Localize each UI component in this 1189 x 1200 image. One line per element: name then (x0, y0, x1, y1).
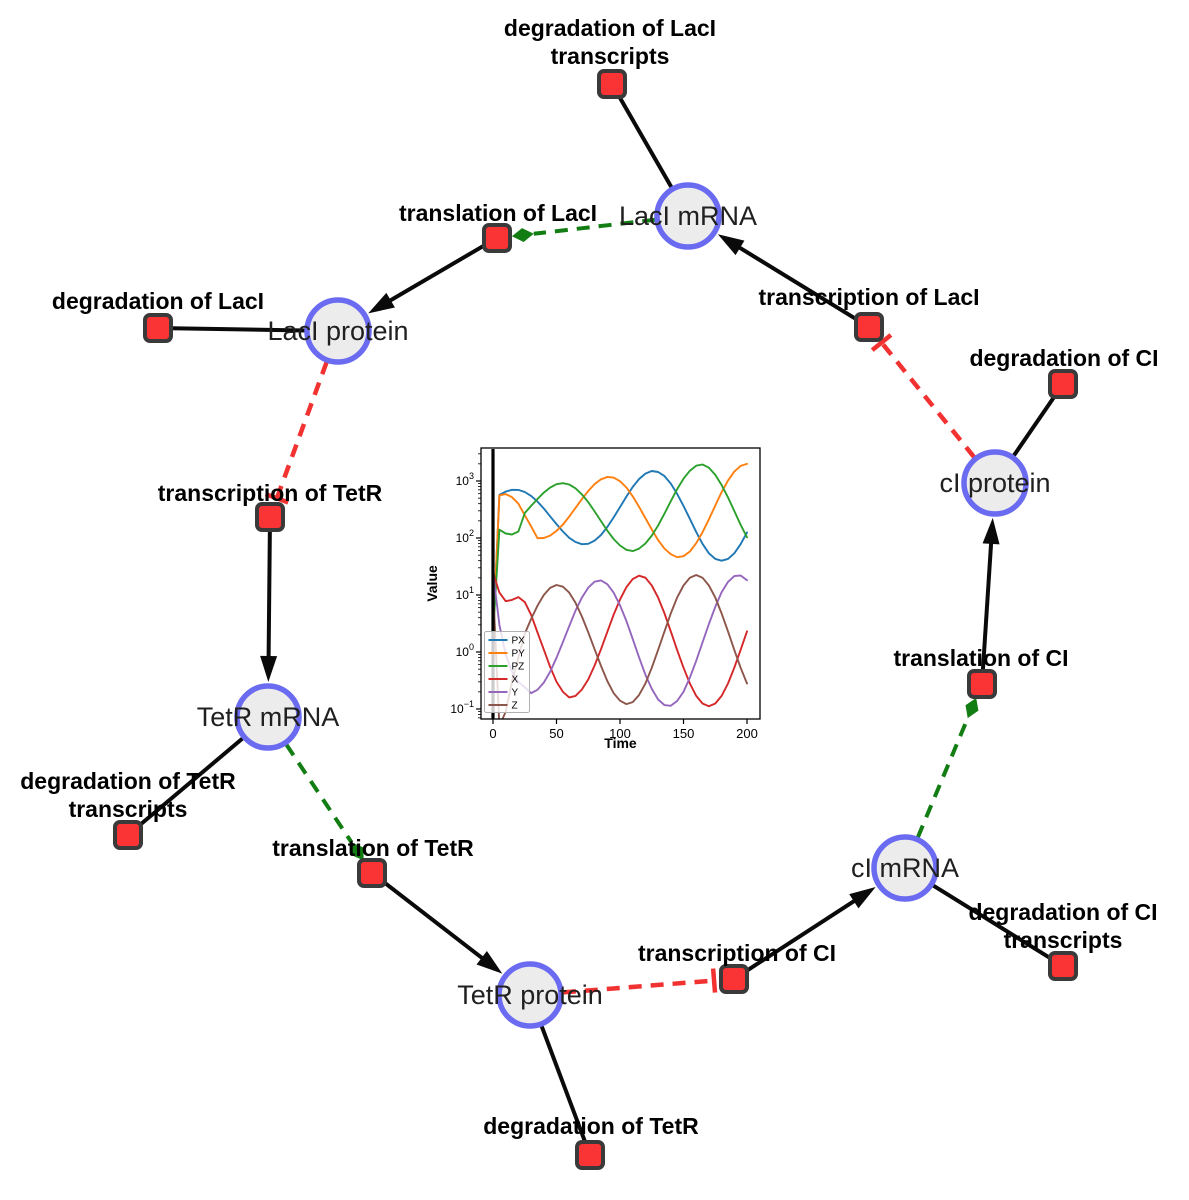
series-PX (492, 470, 748, 636)
reaction-label-degradation-of-tetr-transcripts: transcripts (69, 796, 188, 822)
labels-layer: LacI mRNA LacI protein TetR mRNA TetR prote… (20, 15, 1158, 1139)
species-label-ci-mrna: cI mRNA (851, 853, 959, 883)
species-label-laci-protein: LacI protein (267, 316, 408, 346)
species-label-tetr-mrna: TetR mRNA (197, 702, 340, 732)
reaction-node-degradation-of-tetr[interactable] (575, 1140, 605, 1170)
nodes-layer (113, 69, 1078, 1170)
edge-transcription-of-laci-to-laci-mrna-arrowhead (717, 234, 745, 256)
reaction-node-transcription-of-ci[interactable] (719, 964, 749, 994)
species-node-laci-protein[interactable] (304, 297, 372, 365)
y-tick-label: 103 (456, 471, 474, 488)
y-tick-label: 101 (456, 585, 474, 602)
reaction-label-degradation-of-ci-transcripts: transcripts (1004, 927, 1123, 953)
edge-transcription-of-ci-to-ci-mrna-arrowhead (849, 887, 876, 909)
reaction-label-degradation-of-laci: degradation of LacI (52, 288, 264, 314)
legend-label-Z: Z (512, 701, 518, 712)
reaction-label-degradation-of-ci-transcripts: degradation of CI (968, 899, 1157, 925)
edge-transcription-of-ci-to-ci-mrna (743, 897, 859, 974)
reaction-label-degradation-of-tetr-transcripts: degradation of TetR (20, 768, 236, 794)
reaction-label-transcription-of-ci: transcription of CI (638, 940, 836, 966)
chart-border (480, 447, 761, 720)
reaction-label-translation-of-ci: translation of CI (893, 645, 1068, 671)
edges-layer (136, 94, 1058, 1144)
species-node-tetr-mrna[interactable] (234, 683, 302, 751)
edge-ci-protein-to-transcription-of-laci-tbar (870, 333, 893, 352)
edge-tetr-mrna-to-degradation-of-tetr-transcripts (136, 736, 245, 829)
x-tick-label: 100 (609, 726, 631, 741)
legend-label-PY: PY (512, 649, 526, 660)
edge-translation-of-laci-to-laci-protein (386, 242, 487, 304)
reaction-node-transcription-of-laci[interactable] (854, 312, 884, 342)
edge-tetr-protein-to-transcription-of-ci-tbar (710, 968, 718, 993)
edge-tetr-mrna-to-translation-of-tetr-diamond (351, 842, 364, 861)
edge-translation-of-ci-to-ci-protein-arrowhead (982, 517, 1000, 545)
series-Z (492, 574, 748, 719)
inset-timeseries-chart: 0 50 100 150 200 10−1 100 101 102 103 Time Value PX P… (424, 447, 761, 751)
edge-laci-protein-to-transcription-of-tetr (275, 361, 329, 498)
edge-translation-of-tetr-to-tetr-protein (381, 879, 487, 962)
species-node-ci-protein[interactable] (961, 449, 1029, 517)
reaction-node-transcription-of-tetr[interactable] (255, 502, 285, 532)
edge-translation-of-laci-to-laci-protein-arrowhead (368, 292, 395, 314)
series-X (492, 571, 748, 708)
edge-ci-mrna-to-translation-of-ci-diamond (965, 697, 979, 719)
edge-laci-protein-to-degradation-of-laci (170, 326, 306, 333)
edge-tetr-protein-to-transcription-of-ci (562, 978, 713, 995)
reaction-node-degradation-of-ci[interactable] (1048, 369, 1078, 399)
edge-laci-mrna-to-degradation-of-laci-transcripts (616, 94, 674, 189)
reaction-label-translation-of-laci: translation of LacI (399, 200, 597, 226)
edge-tetr-protein-to-degradation-of-tetr (539, 1025, 588, 1144)
species-node-ci-mrna[interactable] (871, 834, 939, 902)
reaction-node-degradation-of-laci-transcripts[interactable] (597, 69, 627, 99)
edge-transcription-of-tetr-to-tetr-mrna (266, 529, 272, 661)
reaction-label-degradation-of-tetr: degradation of TetR (483, 1113, 699, 1139)
edge-laci-protein-to-transcription-of-tetr-tbar (264, 491, 289, 505)
edge-ci-mrna-to-translation-of-ci (915, 717, 970, 839)
reaction-label-degradation-of-laci-transcripts: transcripts (551, 43, 670, 69)
x-tick-label: 0 (489, 726, 496, 741)
edge-transcription-of-tetr-to-tetr-mrna-arrowhead (260, 655, 278, 683)
series-Y (492, 571, 748, 707)
legend-label-Y: Y (512, 688, 519, 699)
edge-ci-protein-to-degradation-of-ci (1012, 393, 1058, 457)
reaction-label-transcription-of-tetr: transcription of TetR (158, 480, 383, 506)
reaction-node-translation-of-ci[interactable] (967, 669, 997, 699)
series-PY (492, 462, 748, 636)
edge-ci-mrna-to-degradation-of-ci-transcripts (931, 883, 1054, 961)
species-label-laci-mrna: LacI mRNA (619, 201, 757, 231)
edge-translation-of-ci-to-ci-protein (980, 539, 994, 672)
species-label-ci-protein: cI protein (939, 468, 1050, 498)
reaction-node-translation-of-tetr[interactable] (357, 858, 387, 888)
x-tick-label: 50 (549, 726, 563, 741)
x-tick-label: 150 (673, 726, 695, 741)
species-label-tetr-protein: TetR protein (457, 980, 603, 1010)
reaction-label-degradation-of-laci-transcripts: degradation of LacI (504, 15, 716, 41)
reaction-node-translation-of-laci[interactable] (482, 223, 512, 253)
y-tick-label: 102 (456, 528, 474, 545)
y-axis-label: Value (424, 565, 440, 602)
reaction-label-transcription-of-laci: transcription of LacI (758, 284, 979, 310)
edge-tetr-mrna-to-translation-of-tetr (284, 743, 354, 844)
reaction-label-degradation-of-ci: degradation of CI (969, 345, 1158, 371)
x-tick-label: 200 (736, 726, 758, 741)
legend-label-X: X (512, 675, 519, 686)
reaction-node-degradation-of-ci-transcripts[interactable] (1048, 951, 1078, 981)
y-tick-label: 100 (456, 642, 474, 659)
reaction-node-degradation-of-tetr-transcripts[interactable] (113, 820, 143, 850)
reaction-label-translation-of-tetr: translation of TetR (272, 835, 474, 861)
x-axis-label: Time (604, 735, 637, 751)
edge-ci-protein-to-transcription-of-laci (881, 342, 977, 459)
legend-label-PX: PX (512, 636, 526, 647)
edge-translation-of-tetr-to-tetr-protein-arrowhead (476, 950, 503, 974)
edge-transcription-of-laci-to-laci-mrna (735, 244, 859, 322)
reaction-node-degradation-of-laci[interactable] (143, 313, 173, 343)
y-tick-label: 10−1 (450, 699, 474, 716)
edge-laci-mrna-to-translation-of-laci-diamond (511, 228, 534, 242)
species-node-laci-mrna[interactable] (654, 182, 722, 250)
legend-label-PZ: PZ (512, 662, 525, 673)
species-node-tetr-protein[interactable] (496, 961, 564, 1029)
series-PZ (492, 463, 748, 636)
